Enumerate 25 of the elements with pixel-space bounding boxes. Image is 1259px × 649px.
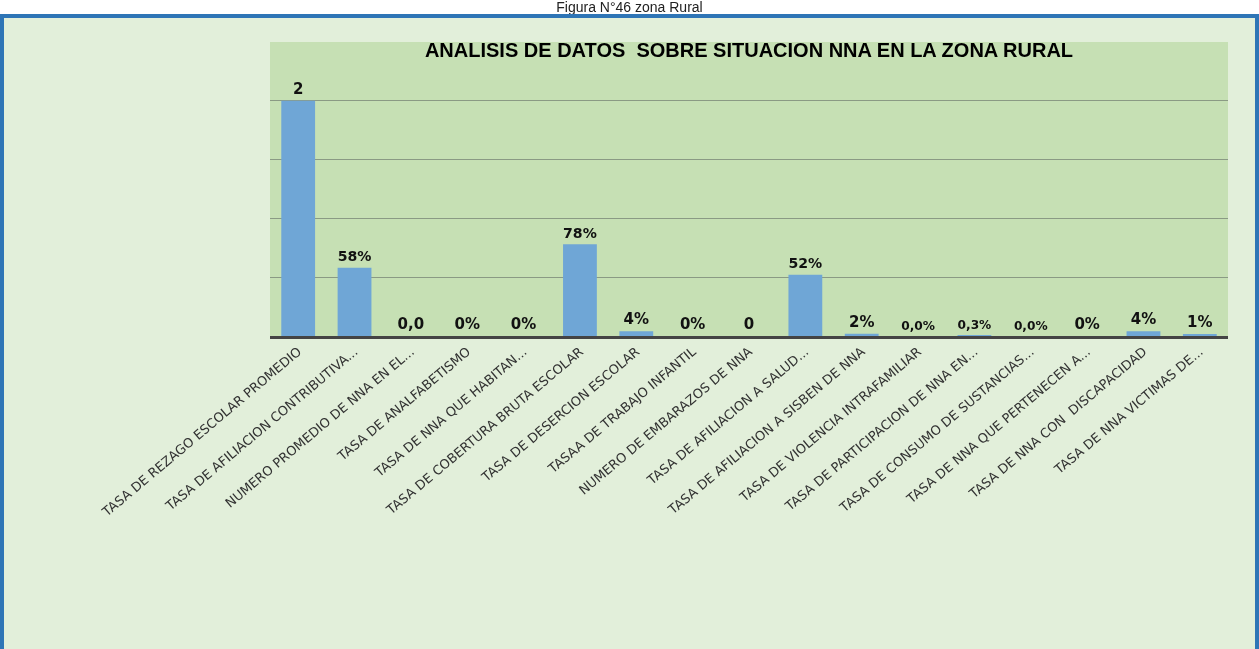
data-label: 0% (510, 315, 537, 333)
bar (337, 267, 372, 336)
data-label: 1% (1187, 313, 1213, 331)
text: Figura N°46 zona Rural (555, 0, 704, 15)
chart-title: ANALISIS DE DATOS SOBRE SITUACION NNA EN LA ZONA RURAL (424, 38, 1074, 61)
bar (619, 331, 654, 336)
data-label: 0 (743, 315, 755, 333)
data-label: 4% (623, 310, 650, 329)
data-label: 0,3% (957, 317, 992, 332)
data-label: 2% (848, 312, 875, 331)
data-label: 58% (337, 248, 372, 265)
data-label: 78% (563, 224, 597, 241)
bar (281, 100, 316, 336)
data-label: 0,0% (1013, 318, 1048, 333)
bar (788, 274, 823, 336)
bar (563, 244, 597, 336)
data-label: 0,0% (901, 318, 935, 333)
data-label: 0% (679, 315, 706, 333)
bar (1126, 331, 1161, 336)
data-label: 2 (292, 79, 304, 98)
data-label: 52% (788, 255, 823, 272)
data-label: 0,0 (397, 315, 425, 333)
data-label: 0% (1074, 315, 1100, 333)
data-label: 4% (1130, 310, 1157, 329)
data-label: 0% (454, 315, 480, 333)
